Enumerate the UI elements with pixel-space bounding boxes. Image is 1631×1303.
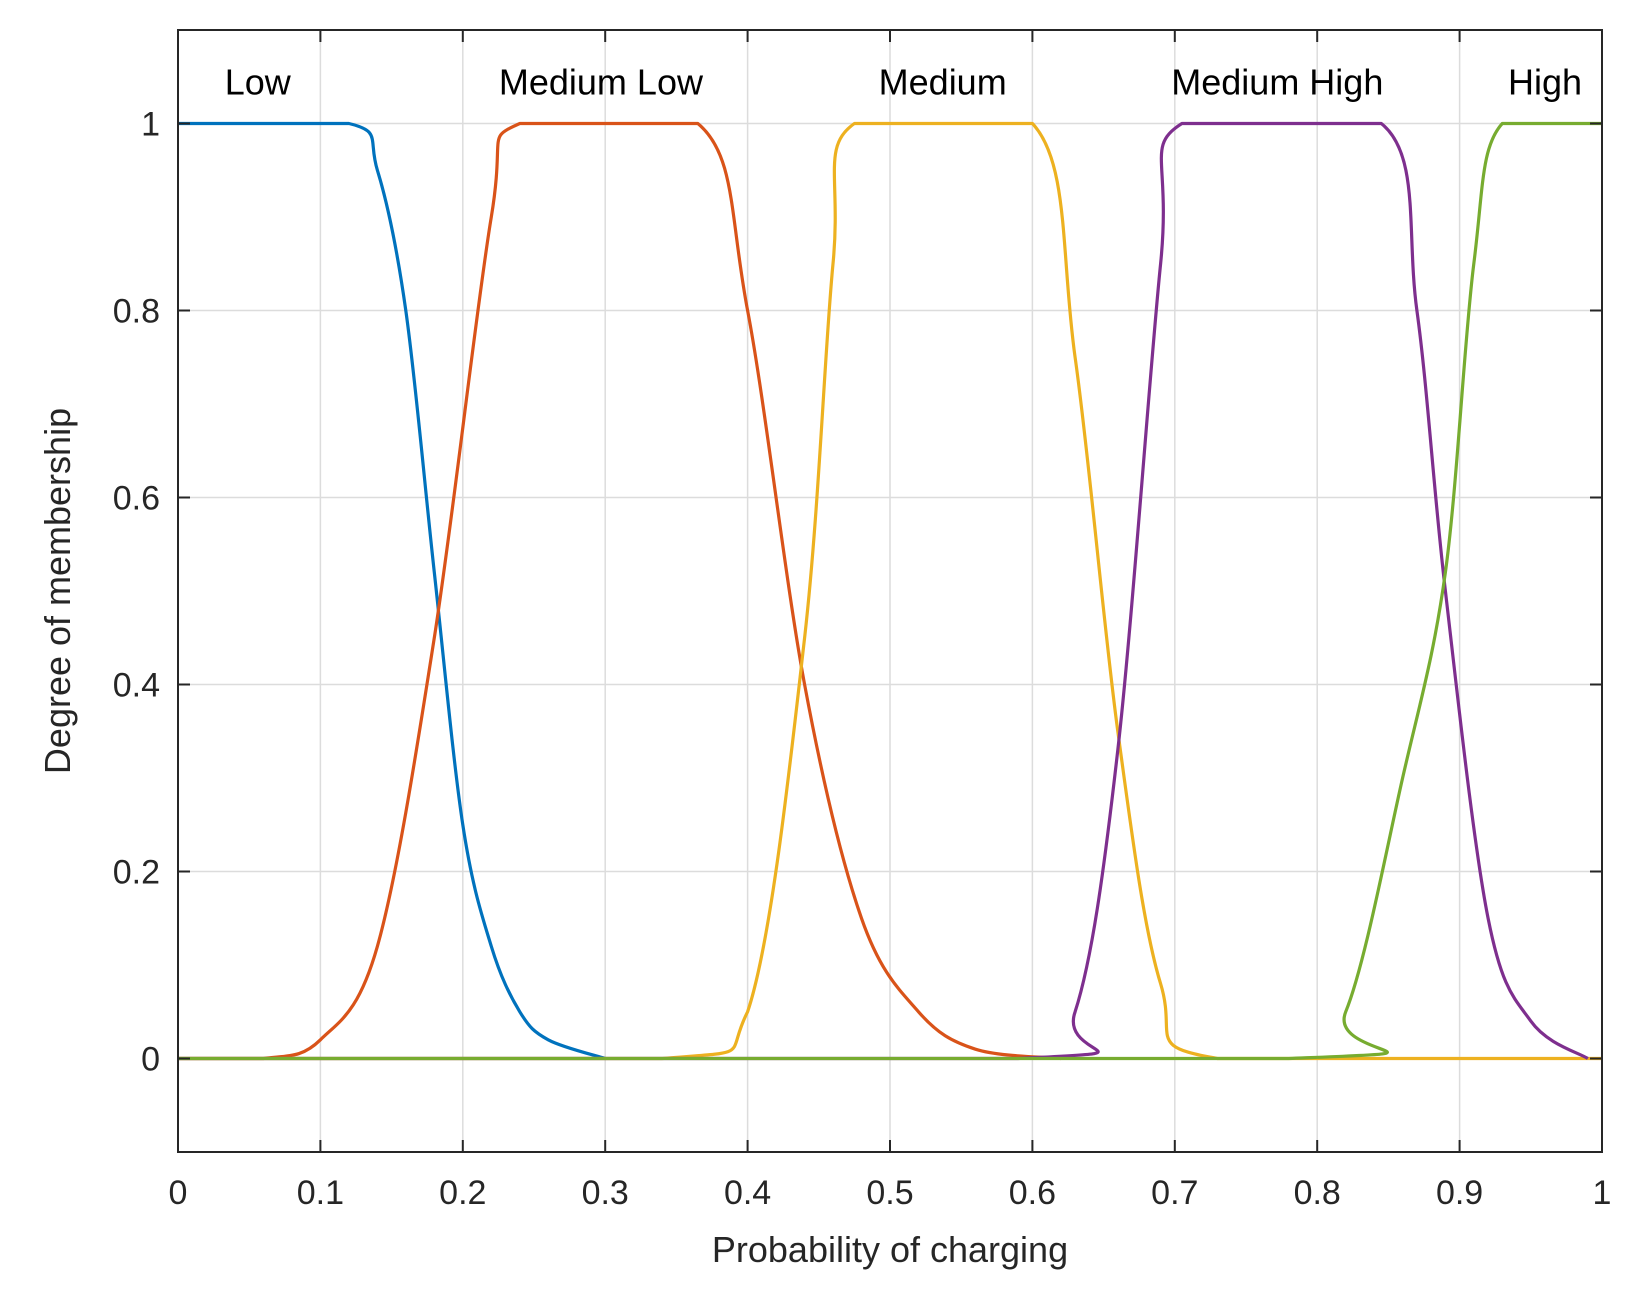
x-tick-label: 0.4 xyxy=(724,1174,771,1212)
label-low: Low xyxy=(225,62,292,103)
series-line-medium xyxy=(177,121,1602,1061)
y-axis-title: Degree of membership xyxy=(37,408,78,774)
x-tick-label: 0.6 xyxy=(1009,1174,1056,1212)
label-medium: Medium xyxy=(879,62,1007,103)
x-tick-label: 0.8 xyxy=(1294,1174,1341,1212)
series-line-low xyxy=(178,121,606,1061)
x-tick-label: 0.2 xyxy=(439,1174,486,1212)
label-high: High xyxy=(1508,62,1582,103)
x-tick-label: 0.9 xyxy=(1436,1174,1483,1212)
y-tick-label: 1 xyxy=(141,106,160,144)
label-medium-low: Medium Low xyxy=(499,62,704,103)
y-tick-labels: 0 0.2 0.4 0.6 0.8 1 xyxy=(113,106,160,1079)
x-tick-label: 0.7 xyxy=(1151,1174,1198,1212)
y-tick-label: 0 xyxy=(141,1041,160,1079)
x-tick-label: 0 xyxy=(169,1174,188,1212)
x-tick-labels: 0 0.1 0.2 0.3 0.4 0.5 0.6 0.7 0.8 0.9 1 xyxy=(169,1174,1612,1212)
x-axis-title: Probability of charging xyxy=(712,1229,1068,1270)
series-lines xyxy=(177,121,1602,1061)
series-line-medium-high xyxy=(177,121,1589,1061)
x-tick-label: 1 xyxy=(1593,1174,1612,1212)
x-tick-label: 0.1 xyxy=(297,1174,344,1212)
y-tick-label: 0.4 xyxy=(113,667,160,705)
y-tick-label: 0.6 xyxy=(113,480,160,518)
y-tick-label: 0.8 xyxy=(113,293,160,331)
series-line-medium-low xyxy=(177,121,1062,1061)
x-tick-label: 0.5 xyxy=(866,1174,913,1212)
x-tick-label: 0.3 xyxy=(582,1174,629,1212)
tick-marks xyxy=(177,30,1603,1152)
label-medium-high: Medium High xyxy=(1171,62,1383,103)
y-tick-label: 0.2 xyxy=(113,854,160,892)
series-line-high xyxy=(177,121,1602,1061)
membership-labels: Low Medium Low Medium Medium High High xyxy=(225,62,1582,103)
